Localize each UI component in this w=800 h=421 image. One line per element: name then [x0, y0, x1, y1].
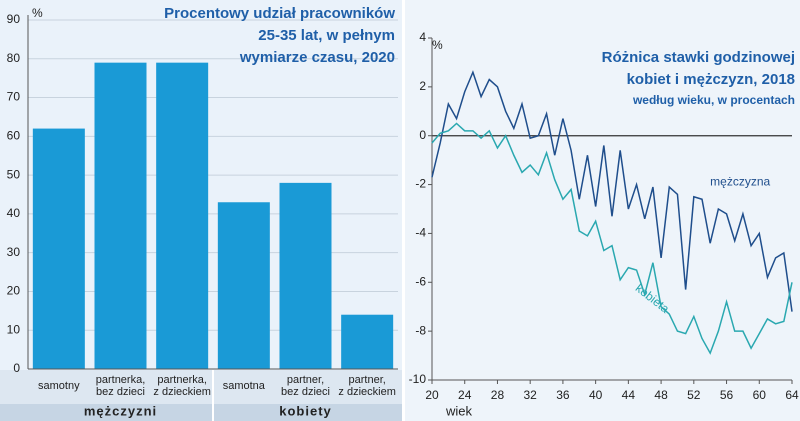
y-tick-label: -6 — [415, 274, 426, 288]
x-tick-label: partnerka, bez dzieci — [96, 374, 146, 398]
group-band — [0, 404, 402, 421]
line-series — [431, 122, 793, 355]
x-tick-label: samotny — [38, 380, 80, 392]
y-tick-label: 30 — [7, 245, 21, 259]
y-tick-label: 0 — [13, 361, 20, 375]
x-tick-label: 40 — [589, 388, 603, 402]
bar — [217, 202, 270, 369]
line-series — [431, 70, 793, 312]
x-tick-label: 24 — [458, 388, 472, 402]
x-tick-label: 20 — [425, 388, 439, 402]
x-tick-label: partner, z dzieckiem — [338, 374, 395, 398]
x-tick-label: 64 — [785, 388, 799, 402]
y-tick-label: 50 — [7, 167, 21, 181]
bar — [279, 182, 332, 369]
right-panel-bg — [405, 0, 800, 421]
chart-title: 25-35 lat, w pełnym — [258, 27, 395, 44]
bar — [341, 314, 394, 369]
category-band — [0, 370, 402, 404]
x-tick-label: partner, bez dzieci — [281, 374, 330, 398]
y-tick-label: 10 — [7, 322, 21, 336]
x-tick-label: partnerka, z dzieckiem — [153, 374, 210, 398]
y-tick-label: 2 — [419, 79, 426, 93]
series-label: mężczyzna — [710, 174, 770, 188]
group-label: mężczyzni — [84, 403, 157, 418]
bar — [94, 62, 147, 370]
y-tick-label: 60 — [7, 129, 21, 143]
x-tick-label: 36 — [556, 388, 570, 402]
y-axis-unit: % — [32, 6, 43, 20]
y-tick-label: 0 — [419, 128, 426, 142]
y-tick-label: -2 — [415, 177, 426, 191]
x-tick-label: 52 — [687, 388, 701, 402]
x-tick-label: 48 — [654, 388, 668, 402]
y-tick-label: -8 — [415, 323, 426, 337]
y-tick-label: 90 — [7, 12, 21, 26]
bar — [156, 62, 209, 370]
x-tick-label: 56 — [720, 388, 734, 402]
y-axis-unit: % — [432, 38, 443, 52]
x-tick-label: 44 — [622, 388, 636, 402]
x-tick-label: 32 — [524, 388, 538, 402]
y-tick-label: 70 — [7, 90, 21, 104]
y-tick-label: 4 — [419, 30, 426, 44]
group-label: kobiety — [279, 403, 332, 418]
y-tick-label: 40 — [7, 206, 21, 220]
x-tick-label: 60 — [753, 388, 767, 402]
x-tick-label: samotna — [223, 380, 266, 392]
y-tick-label: 20 — [7, 284, 21, 298]
chart-title: wymiarze czasu, 2020 — [239, 49, 395, 66]
chart-title: Różnica stawki godzinowej — [602, 49, 795, 66]
chart-subtitle: według wieku, w procentach — [632, 93, 795, 107]
y-tick-label: -10 — [409, 372, 427, 386]
y-tick-label: 80 — [7, 51, 21, 65]
x-axis-label: wiek — [445, 403, 473, 418]
bar — [32, 128, 85, 369]
x-tick-label: 28 — [491, 388, 505, 402]
y-tick-label: -4 — [415, 226, 426, 240]
chart-title: kobiet i mężczyzn, 2018 — [627, 71, 795, 88]
chart-title: Procentowy udział pracowników — [164, 5, 395, 22]
